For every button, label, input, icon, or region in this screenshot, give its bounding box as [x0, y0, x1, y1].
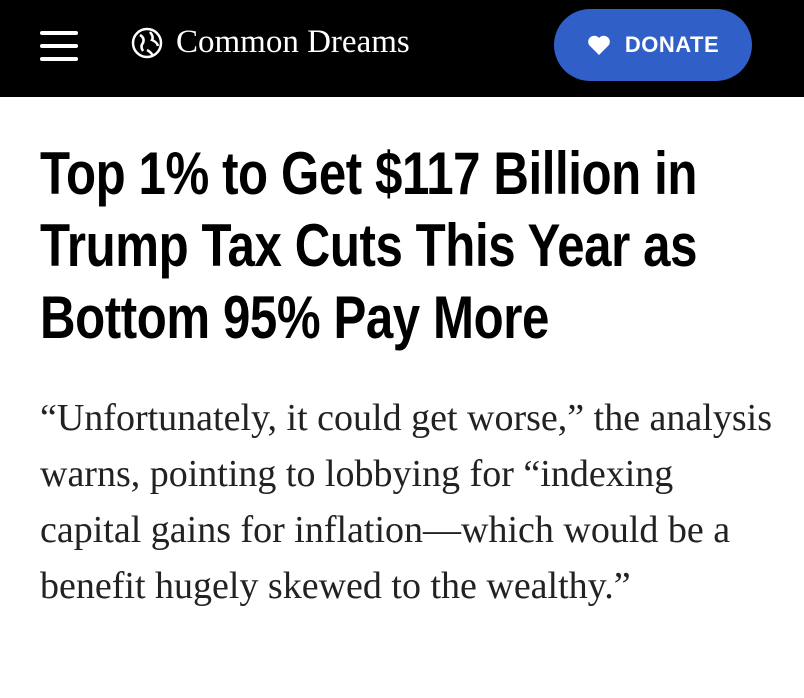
site-name: Common Dreams [176, 24, 410, 60]
logo[interactable]: Common Dreams [130, 24, 410, 61]
heart-icon [588, 35, 610, 55]
top-bar: Common Dreams DONATE [0, 0, 804, 97]
dek: “Unfortunately, it could get worse,” the… [40, 397, 772, 607]
donate-button[interactable]: DONATE [554, 9, 752, 81]
headline: Top 1% to Get $117 Billion in Trump Tax … [40, 140, 698, 351]
menu-button[interactable] [40, 31, 78, 61]
donate-label: DONATE [624, 32, 720, 57]
globe-icon [131, 27, 163, 58]
